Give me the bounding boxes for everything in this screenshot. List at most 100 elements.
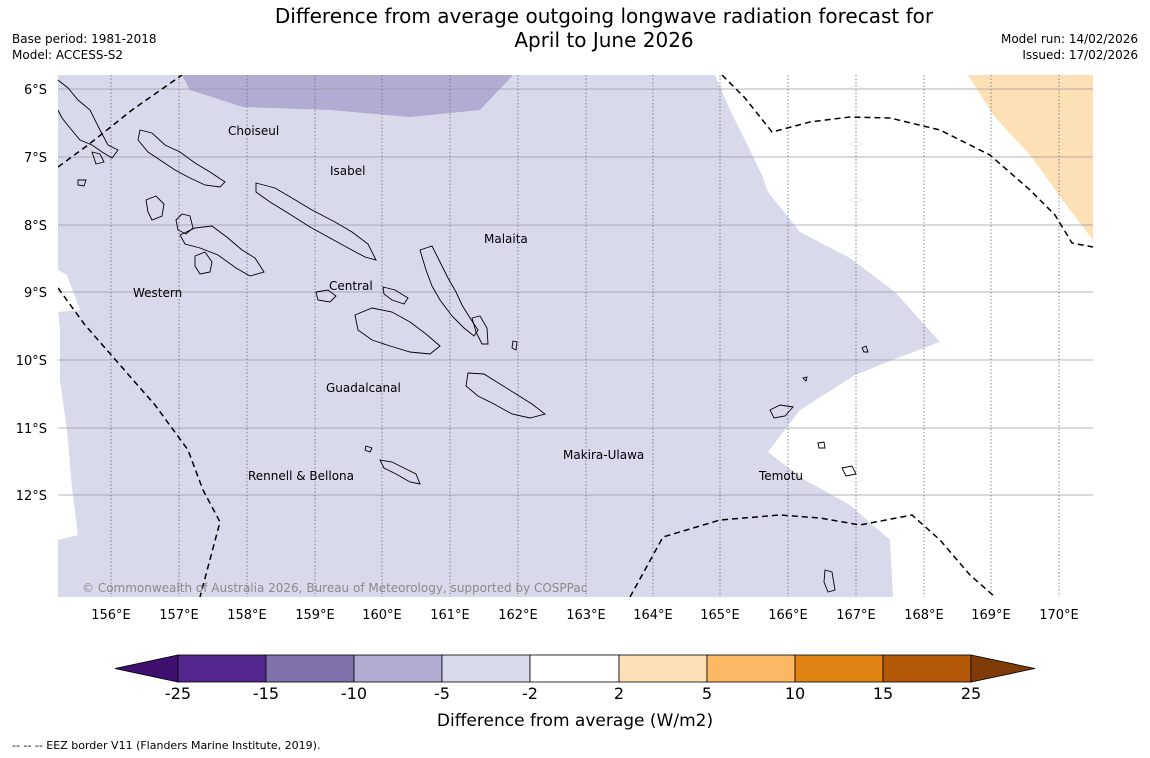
colorbar-tick-label: 5 [702,684,712,703]
island-florida [315,289,337,303]
lon-label: 162°E [498,608,538,623]
eez-borders [58,75,1093,597]
island-rennell [379,459,421,485]
island-outlines [58,79,869,593]
colorbar-tick-label: 15 [873,684,893,703]
eez-border-north-west [58,75,183,168]
lat-labels: 6°S 7°S 8°S 9°S 10°S 11°S 12°S [16,83,47,504]
colorbar-segment [353,654,443,683]
island-tikopia [823,569,836,593]
island-new-georgia [179,225,265,277]
island-treasury [77,179,87,187]
island-utupua [817,441,826,449]
lon-label: 161°E [430,608,470,623]
meta-right: Model run: 14/02/2026 Issued: 17/02/2026 [1001,31,1138,63]
province-label-central: Central [329,279,373,293]
lon-labels: 156°E 157°E 158°E 159°E 160°E 161°E 162°… [91,608,1079,623]
eez-legend-footnote: -- -- -- EEZ border V11 (Flanders Marine… [12,739,321,752]
colorbar-title: Difference from average (W/m2) [437,711,713,731]
island-reef-islands [861,345,869,353]
island-santa-cruz [769,404,794,419]
lon-label: 165°E [700,608,740,623]
island-guadalcanal [354,307,441,355]
province-label-makira-ulawa: Makira-Ulawa [563,448,644,462]
anomaly-band-minus10-minus5 [182,75,513,117]
island-duff [802,376,808,382]
colorbar-tick-label: 25 [961,684,981,703]
lat-label: 10°S [16,354,47,369]
model-name: Model: ACCESS-S2 [12,48,124,62]
lon-label: 169°E [971,608,1011,623]
lon-label: 160°E [362,608,402,623]
base-period: Base period: 1981-2018 [12,32,157,46]
island-rendova [194,251,213,275]
anomaly-band-minus5-minus2 [58,75,940,597]
lon-gridlines [110,75,1060,597]
island-shortlands [91,151,105,165]
province-labels: Choiseul Isabel Malaita Western Central … [133,124,803,483]
lon-label: 159°E [295,608,335,623]
lat-gridlines [58,88,1093,496]
chart-title: Difference from average outgoing longwav… [200,4,1008,52]
lat-label: 11°S [16,422,47,437]
island-choiseul [137,129,226,188]
island-bougainville [58,79,119,159]
issued-date: Issued: 17/02/2026 [1022,48,1138,62]
province-label-western: Western [133,286,182,300]
island-vella-lavella [175,213,194,235]
colorbar-segment [618,654,708,683]
island-isabel [255,182,377,261]
lat-label: 12°S [16,489,47,504]
lon-label: 167°E [836,608,876,623]
eez-border-west [58,287,221,597]
meta-left: Base period: 1981-2018 Model: ACCESS-S2 [12,31,157,63]
title-line-1: Difference from average outgoing longwav… [274,4,934,28]
colorbar-segment [882,654,972,683]
colorbar-tick-label: -10 [341,684,367,703]
colorbar-segment [177,654,267,683]
lat-label: 9°S [24,286,47,301]
lon-label: 164°E [633,608,673,623]
island-ranongga [145,195,165,221]
colorbar-tick-label: -2 [522,684,538,703]
eez-border-north-east [721,75,1093,248]
model-run: Model run: 14/02/2026 [1000,32,1138,46]
colorbar: -25 -15 -10 -5 -2 2 5 10 15 25 [114,654,1036,703]
island-ulawa [511,340,518,351]
lat-label: 8°S [24,219,47,234]
island-malaita [419,245,479,337]
lon-label: 170°E [1039,608,1079,623]
lon-label: 168°E [904,608,944,623]
colorbar-segment [441,654,531,683]
colorbar-segment [706,654,796,683]
lon-label: 156°E [91,608,131,623]
anomaly-band-neutral-west [58,270,80,312]
province-label-isabel: Isabel [330,164,365,178]
colorbar-tick-label: -5 [434,684,450,703]
colorbar-segment [529,654,620,683]
lon-label: 158°E [227,608,267,623]
colorbar-segment [794,654,884,683]
province-label-guadalcanal: Guadalcanal [326,381,401,395]
copyright-notice: © Commonwealth of Australia 2026, Bureau… [82,581,587,595]
anomaly-band-2-5 [968,75,1093,240]
colorbar-segment [265,654,355,683]
province-label-rennell-bellona: Rennell & Bellona [248,469,354,483]
colorbar-tick-label: -15 [253,684,279,703]
colorbar-extend-high [970,654,1036,683]
colorbar-extend-low [114,654,179,683]
island-small-malaita [471,315,489,345]
colorbar-tick-label: 2 [614,684,624,703]
colorbar-tick-label: 10 [785,684,805,703]
island-vanikoro [841,465,857,477]
province-label-malaita: Malaita [484,232,528,246]
province-label-temotu: Temotu [758,469,803,483]
lon-label: 163°E [566,608,606,623]
lon-label: 166°E [768,608,808,623]
island-russell [382,286,409,305]
lon-label: 157°E [159,608,199,623]
island-makira [465,372,546,419]
island-bellona [364,445,373,453]
title-line-2: April to June 2026 [514,28,694,52]
